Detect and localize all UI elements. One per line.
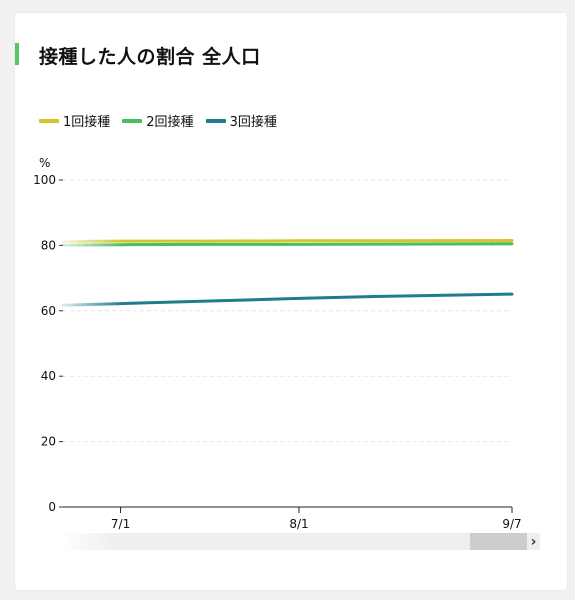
legend-item-dose3[interactable]: 3回接種 <box>205 111 277 130</box>
x-tick-label: 7/1 <box>111 517 130 531</box>
chart-title: 接種した人の割合 全人口 <box>39 46 261 68</box>
chart-card: 接種した人の割合 全人口 1回接種 2回接種 3回接種 % 0 20 40 60 80 1… <box>15 13 567 590</box>
title-accent-bar <box>15 43 19 65</box>
scroll-thumb[interactable] <box>470 533 527 550</box>
x-tick-label: 8/1 <box>289 517 308 531</box>
y-unit-label: % <box>39 156 51 170</box>
series-line-dose3 <box>61 292 514 307</box>
chart-scrollbar[interactable]: › <box>60 533 540 550</box>
x-tick-label: 9/7 <box>502 517 521 531</box>
legend-label-dose2: 2回接種 <box>146 115 194 130</box>
legend-swatch-dose2 <box>122 118 143 123</box>
y-tick-label: 60 <box>41 304 56 318</box>
y-tick-label: 80 <box>41 238 56 252</box>
legend-item-dose2[interactable]: 2回接種 <box>122 111 194 130</box>
legend-swatch-dose3 <box>205 118 226 123</box>
y-tick-label: 0 <box>48 500 56 514</box>
y-tick-label: 40 <box>41 369 56 383</box>
legend-label-dose1: 1回接種 <box>63 115 111 130</box>
y-tick-label: 20 <box>41 435 56 449</box>
chevron-right-icon[interactable]: › <box>527 533 540 550</box>
y-tick-label: 100 <box>33 173 56 187</box>
series-line-dose1 <box>61 239 514 243</box>
legend-swatch-dose1 <box>39 118 59 123</box>
series-line-dose2 <box>61 242 514 247</box>
line-chart: 0 20 40 60 80 100 7/1 8/1 9/7 <box>33 173 522 531</box>
chart-legend: 1回接種 2回接種 3回接種 <box>39 111 277 130</box>
legend-item-dose1[interactable]: 1回接種 <box>39 111 110 130</box>
legend-label-dose3: 3回接種 <box>229 115 277 130</box>
